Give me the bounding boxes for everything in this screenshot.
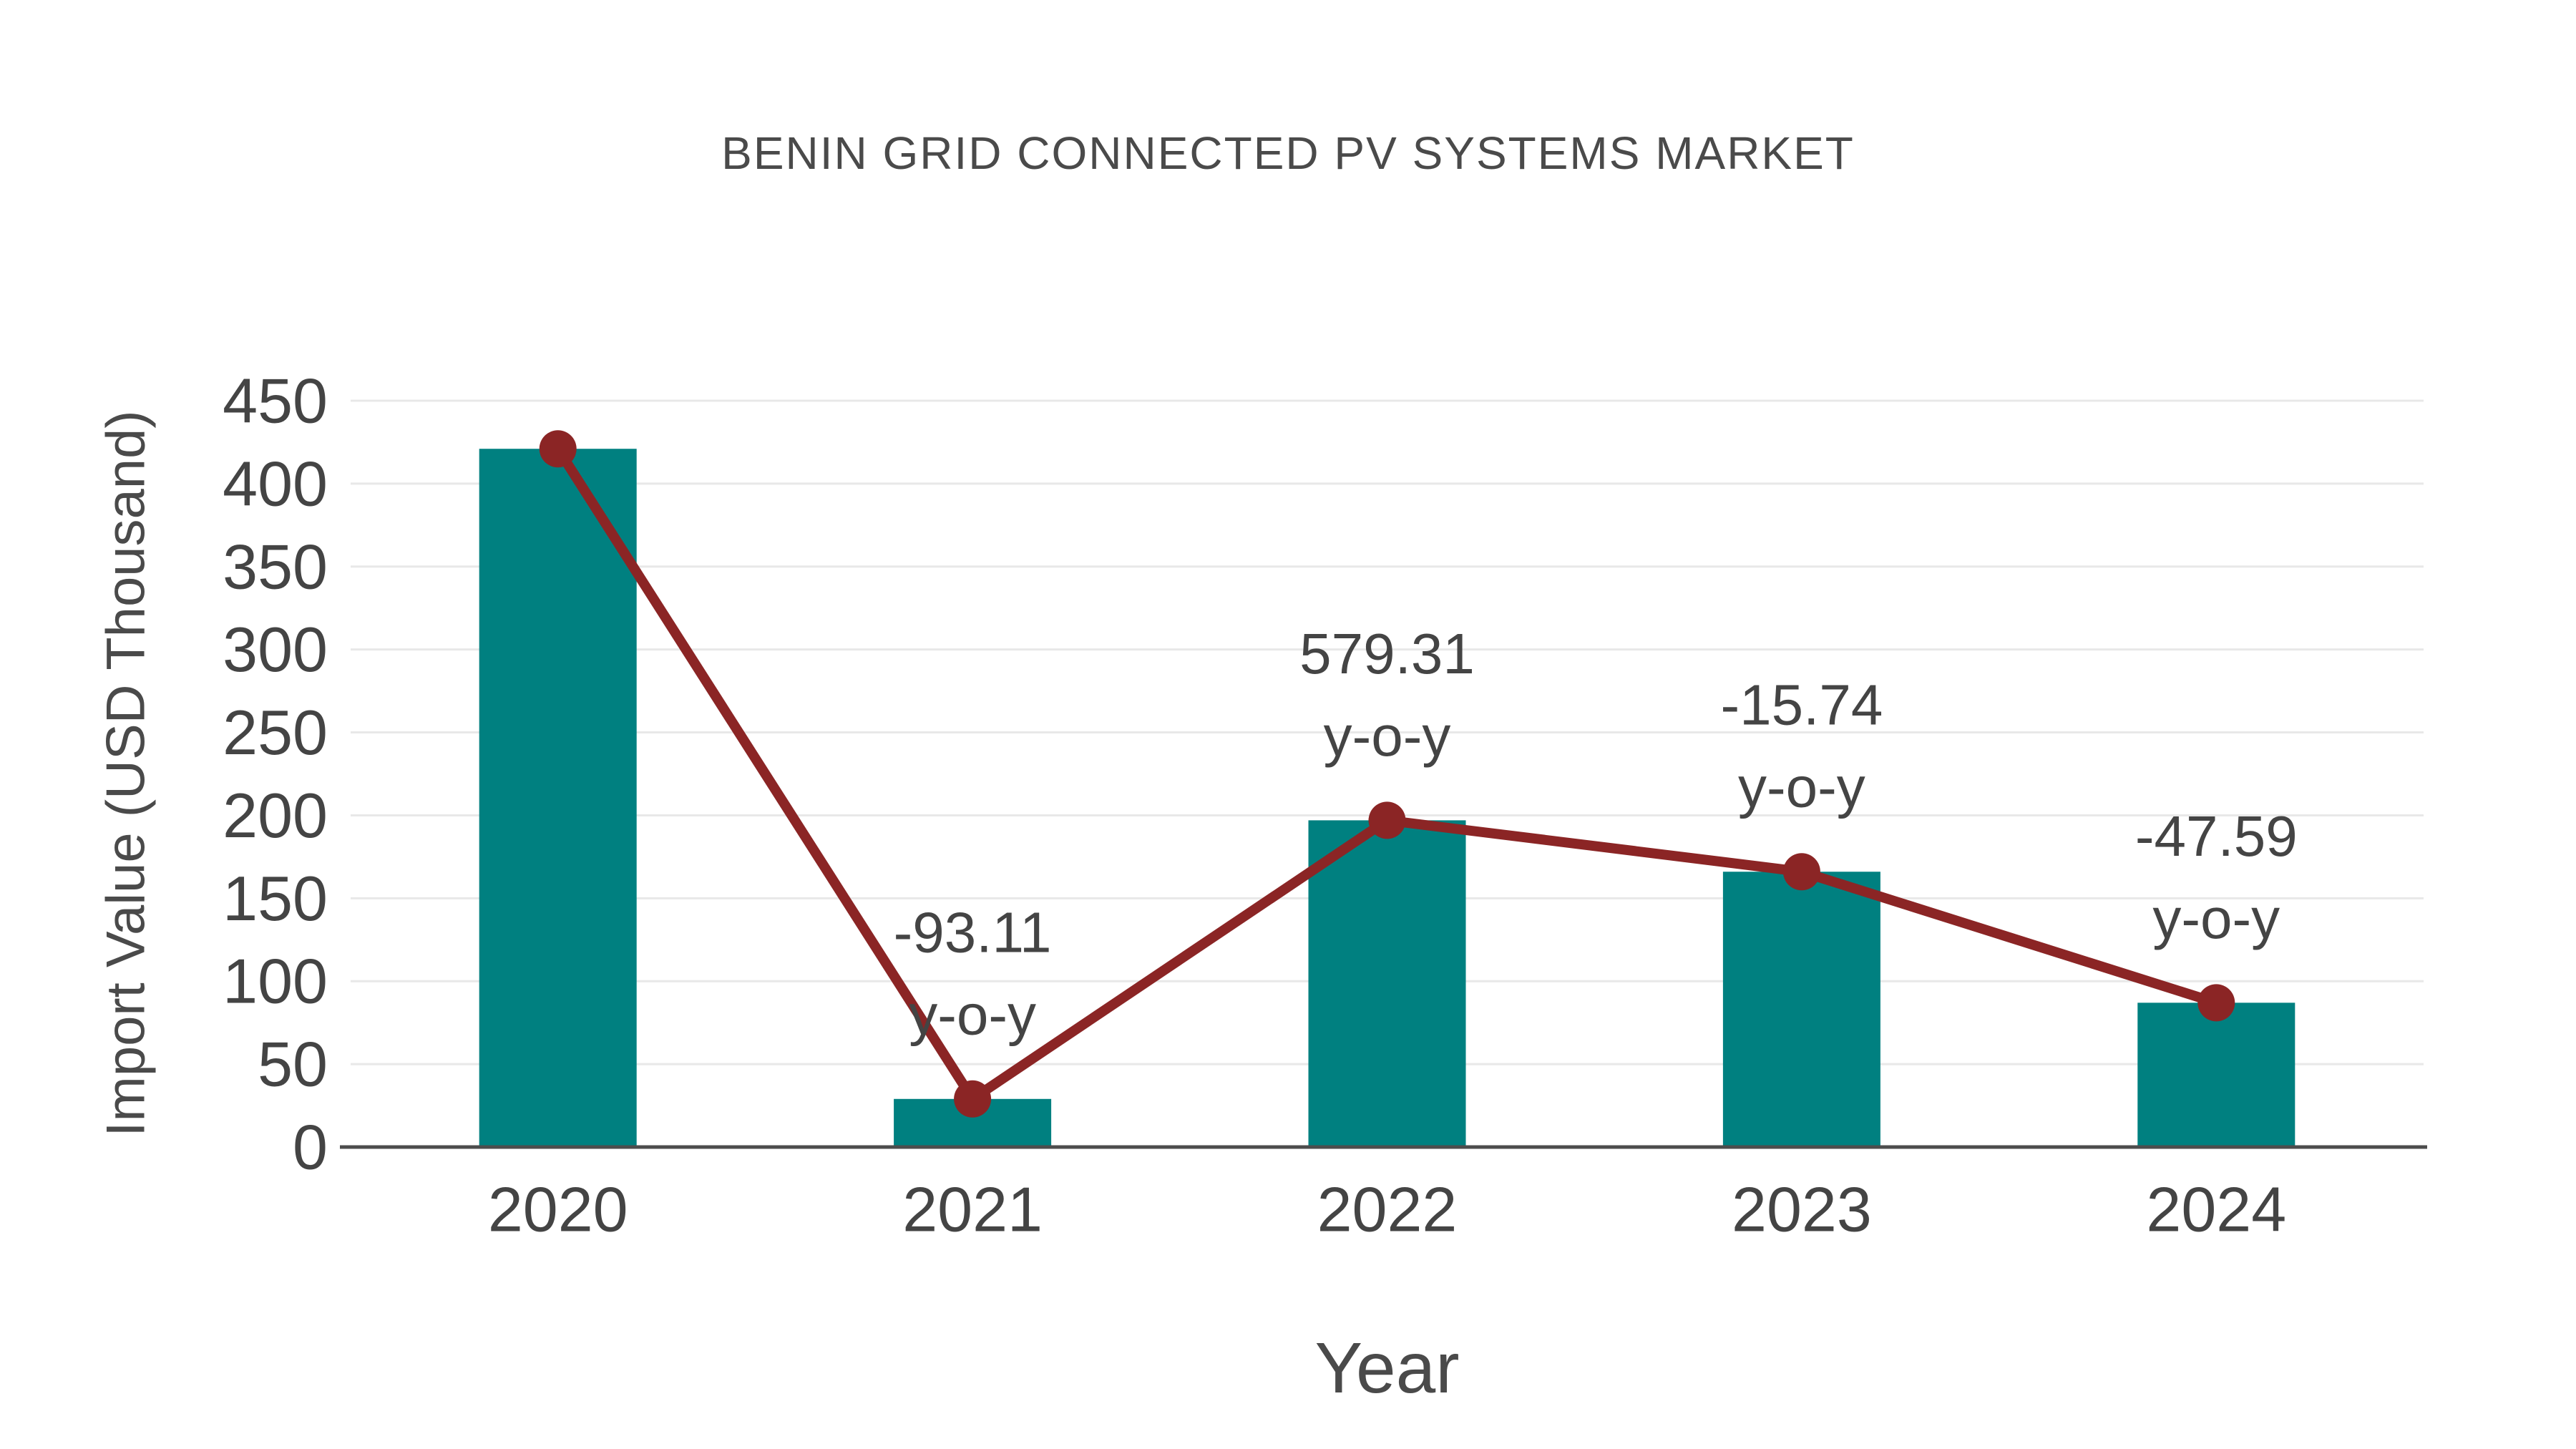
annotation-value-2023: -15.74 bbox=[1720, 673, 1883, 737]
bar-2023 bbox=[1722, 872, 1880, 1147]
annotation-suffix-2021: y-o-y bbox=[909, 982, 1036, 1046]
chart-title: BENIN GRID CONNECTED PV SYSTEMS MARKET bbox=[721, 127, 1855, 179]
annotation-suffix-2023: y-o-y bbox=[1738, 756, 1865, 819]
y-tick-label-400: 400 bbox=[223, 448, 328, 519]
y-tick-label-200: 200 bbox=[223, 780, 328, 851]
trend-marker-2020 bbox=[539, 430, 577, 468]
x-tick-label-2020: 2020 bbox=[488, 1174, 628, 1245]
annotation-value-2024: -47.59 bbox=[2135, 804, 2298, 868]
x-tick-label-2021: 2021 bbox=[902, 1174, 1043, 1245]
x-tick-label-2023: 2023 bbox=[1732, 1174, 1872, 1245]
annotation-value-2021: -93.11 bbox=[894, 900, 1052, 964]
x-tick-label-2024: 2024 bbox=[2146, 1174, 2286, 1245]
y-tick-label-350: 350 bbox=[223, 531, 328, 602]
y-tick-label-150: 150 bbox=[223, 863, 328, 934]
annotation-value-2022: 579.31 bbox=[1299, 622, 1475, 686]
bar-2022 bbox=[1308, 820, 1466, 1147]
bar-2020 bbox=[479, 449, 637, 1147]
annotation-suffix-2022: y-o-y bbox=[1324, 704, 1451, 768]
y-tick-label-250: 250 bbox=[223, 697, 328, 768]
trend-marker-2023 bbox=[1782, 853, 1820, 891]
trend-marker-2021 bbox=[954, 1080, 992, 1118]
x-axis-title: Year bbox=[1314, 1328, 1460, 1408]
y-tick-label-50: 50 bbox=[258, 1029, 328, 1100]
annotation-suffix-2024: y-o-y bbox=[2152, 887, 2280, 950]
y-tick-label-450: 450 bbox=[223, 366, 328, 436]
trend-marker-2022 bbox=[1368, 801, 1406, 839]
y-tick-label-300: 300 bbox=[223, 614, 328, 685]
x-tick-label-2022: 2022 bbox=[1317, 1174, 1458, 1245]
trend-marker-2024 bbox=[2197, 984, 2235, 1022]
y-tick-label-0: 0 bbox=[293, 1112, 328, 1183]
y-tick-label-100: 100 bbox=[223, 946, 328, 1017]
bar-2024 bbox=[2137, 1002, 2296, 1147]
